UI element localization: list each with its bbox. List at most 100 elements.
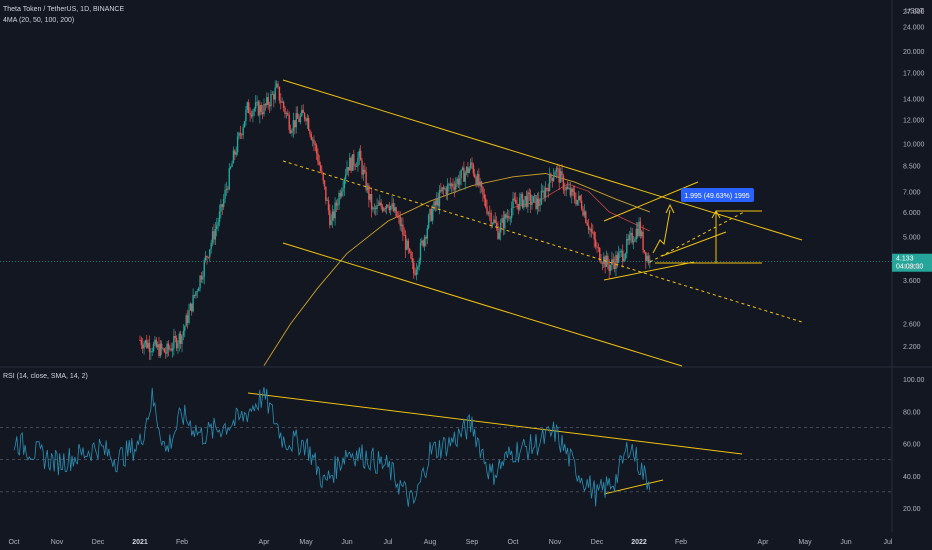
candle-body [620, 250, 623, 252]
candle-body [467, 166, 469, 173]
candle-body [528, 192, 530, 195]
price-tick-label: 2.600 [903, 322, 921, 329]
candle-body [445, 188, 447, 195]
candle-body [188, 310, 190, 323]
candle-body [209, 249, 211, 258]
candle-body [444, 188, 446, 190]
candle-body [314, 143, 316, 146]
candle-body [521, 194, 524, 208]
candle-body [142, 344, 144, 349]
candle-body [480, 181, 483, 187]
candle-body [600, 260, 602, 263]
candle-body [139, 340, 141, 341]
rsi-resistance-line [247, 392, 743, 455]
candle-body [380, 202, 382, 207]
candle-body [565, 186, 567, 191]
candle-body [433, 201, 435, 210]
candle-body [347, 167, 350, 171]
price-unit-label: USDT [905, 8, 925, 15]
rsi-indicator-label[interactable]: RSI (14, close, SMA, 14, 2) [3, 373, 88, 380]
candle-body [392, 203, 395, 212]
candle-body [351, 154, 354, 171]
candle-body [441, 187, 443, 192]
candle-body [181, 335, 183, 345]
moving-averages [263, 173, 650, 366]
symbol-title[interactable]: Theta Token / TetherUS, 1D, BINANCE [3, 6, 125, 13]
candle-body [558, 168, 560, 183]
candle-body [592, 231, 594, 233]
candle-body [323, 180, 326, 187]
candle-body [616, 255, 619, 263]
candle-body [317, 153, 319, 162]
candle-body [429, 209, 431, 216]
candle-body [366, 185, 369, 191]
candle-body [580, 200, 583, 209]
wedge-lower-line [603, 261, 695, 281]
projection-channel-line [661, 231, 727, 257]
candle-body [390, 206, 392, 211]
candle-body [505, 214, 507, 218]
ma-indicator-label[interactable]: 4MA (20, 50, 100, 200) [3, 17, 75, 24]
candle-body [583, 211, 586, 216]
price-axis[interactable]: 27.000 24.000 20.000 17.000 14.000 12.000 10.0… [903, 8, 925, 351]
candle-body [319, 164, 322, 171]
candle-body [404, 235, 407, 250]
candle-body [289, 129, 292, 134]
candle-body [515, 199, 517, 204]
candle-body [321, 170, 323, 174]
price-tick-label: 4.000 [903, 264, 921, 271]
rsi-legend[interactable]: RSI (14, close, SMA, 14, 2) [3, 373, 88, 380]
candle-body [301, 109, 303, 116]
candle-body [414, 273, 416, 275]
candle-body [342, 188, 344, 192]
candle-body [513, 198, 516, 200]
candle-body [238, 132, 240, 137]
candle-body [204, 256, 207, 261]
rsi-line [13, 387, 651, 507]
projection-dashed-line [649, 211, 745, 263]
candle-body [273, 94, 275, 100]
candle-body [542, 190, 544, 192]
candle-body [318, 161, 320, 165]
candle-body [234, 150, 236, 155]
candle-body [296, 113, 299, 119]
candle-body [213, 231, 215, 240]
candle-body [152, 343, 155, 352]
candle-body [604, 256, 606, 267]
candle-body [622, 250, 624, 262]
candle-body [285, 113, 288, 114]
candle-body [569, 188, 572, 196]
candle-body [461, 167, 464, 170]
candle-body [418, 260, 420, 268]
time-axis[interactable]: Oct Nov Dec 2021 Feb Apr May Jun Jul Aug Sep Oct Nov… [9, 539, 893, 546]
candle-body [249, 113, 251, 115]
candle-body [469, 162, 472, 169]
candle-body [437, 198, 439, 207]
symbol-legend[interactable]: Theta Token / TetherUS, 1D, BINANCE [3, 6, 124, 13]
candle-body [211, 231, 214, 243]
candle-body [177, 343, 179, 349]
candle-body [339, 193, 342, 197]
time-tick-label: Apr [259, 539, 271, 546]
candle-body [167, 343, 170, 350]
candle-body [438, 190, 441, 207]
price-tick-label: 8.500 [903, 163, 921, 170]
time-tick-label: Jul [384, 539, 393, 546]
candle-body [291, 130, 293, 134]
candle-body [278, 86, 281, 101]
candle-body [280, 100, 282, 103]
candle-body [394, 207, 396, 212]
candle-body [417, 267, 419, 270]
candle-body [457, 178, 460, 185]
ma-legend[interactable]: 4MA (20, 50, 100, 200) [3, 17, 74, 24]
candle-body [266, 97, 268, 106]
candle-body [224, 189, 226, 199]
candle-body [548, 173, 551, 192]
candle-body [282, 101, 285, 108]
candle-body [596, 246, 598, 248]
candle-body [254, 102, 257, 109]
candle-body [271, 94, 274, 95]
candle-body [582, 208, 584, 216]
